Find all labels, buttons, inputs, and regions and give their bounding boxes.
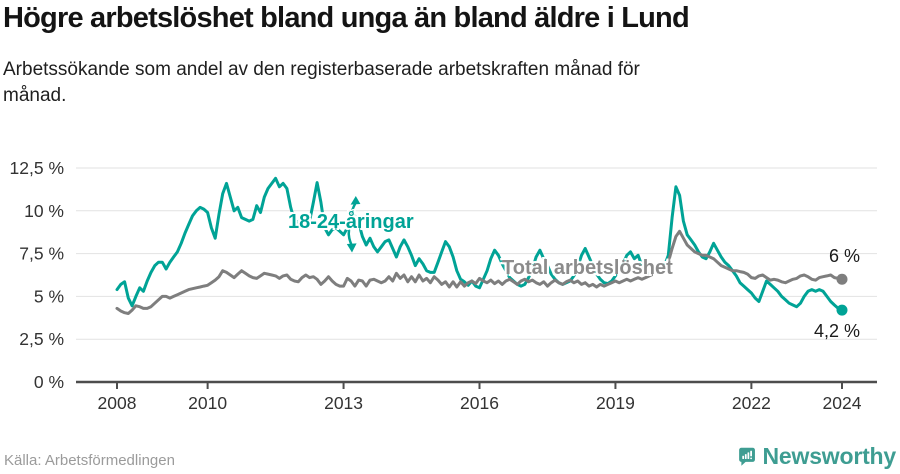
- series-label-total: Total arbetslöshet: [502, 257, 673, 279]
- page-title: Högre arbetslöshet bland unga än bland ä…: [3, 2, 690, 34]
- newsworthy-wordmark: Newsworthy: [762, 442, 897, 469]
- arrow-up-icon: [350, 196, 361, 205]
- arrow-up-icon: [350, 202, 357, 219]
- end-value-total: 6 %: [828, 246, 860, 266]
- newsworthy-icon: [739, 447, 755, 466]
- y-axis-tick-label: 12,5 %: [10, 158, 64, 178]
- x-axis-tick-label: 2016: [460, 393, 499, 413]
- y-axis-tick-label: 5 %: [34, 286, 64, 306]
- source-note: Källa: Arbetsförmedlingen: [4, 452, 175, 469]
- x-axis-tick-label: 2019: [596, 393, 635, 413]
- x-axis-tick-label: 2008: [98, 393, 137, 413]
- y-axis-tick-label: 2,5 %: [19, 329, 64, 349]
- y-axis-tick-label: 7,5 %: [19, 244, 64, 264]
- x-axis-tick-label: 2013: [324, 393, 363, 413]
- x-axis-tick-label: 2022: [732, 393, 771, 413]
- newsworthy-logo[interactable]: Newsworthy: [738, 439, 896, 473]
- youth-series-line: [115, 176, 844, 312]
- total-end-dot: [836, 273, 848, 285]
- y-axis-tick-label: 0 %: [34, 372, 64, 392]
- arrow-down-icon: [346, 243, 357, 253]
- chart-subtitle: Arbetssökande som andel av den registerb…: [3, 59, 640, 106]
- x-axis-tick-label: 2010: [188, 393, 227, 413]
- y-axis-tick-label: 10 %: [24, 201, 64, 221]
- series-label-youth: 18-24-åringar: [288, 211, 414, 233]
- end-value-youth: 4,2 %: [813, 321, 860, 341]
- youth-end-dot: [836, 304, 848, 316]
- total-series-line: [115, 229, 844, 315]
- x-axis-tick-label: 2024: [823, 393, 862, 413]
